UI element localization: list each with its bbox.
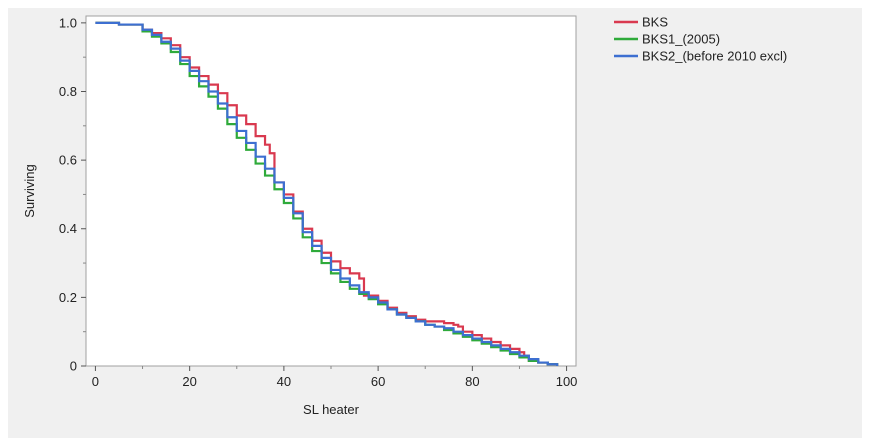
- series-line-2: [95, 21, 559, 366]
- y-tick-label: 0: [70, 359, 77, 374]
- x-tick-label: 20: [182, 374, 196, 389]
- x-tick-label: 40: [277, 374, 291, 389]
- y-tick-label: 1.0: [59, 15, 77, 30]
- x-tick-label: 0: [92, 374, 99, 389]
- y-tick-label: 0.8: [59, 84, 77, 99]
- chart-frame: 0 20 40 60 80 100 0 0.2 0.4 0.6 0.8 1.0 SL heater S…: [8, 8, 862, 438]
- y-tick-label: 0.6: [59, 153, 77, 168]
- survival-chart: 0 20 40 60 80 100 0 0.2 0.4 0.6 0.8 1.0 SL heater S…: [22, 15, 787, 418]
- y-axis-title: Surviving: [22, 164, 37, 217]
- y-tick-label: 0.2: [59, 290, 77, 305]
- x-tick-label: 80: [465, 374, 479, 389]
- legend-label: BKS2_(before 2010 excl): [642, 49, 787, 64]
- axis-layer: 0 20 40 60 80 100 0 0.2 0.4 0.6 0.8 1.0: [59, 15, 578, 389]
- x-axis-title: SL heater: [303, 402, 360, 417]
- x-tick-label: 100: [556, 374, 578, 389]
- series-layer: [95, 21, 559, 366]
- legend-label: BKS: [642, 15, 668, 30]
- y-tick-label: 0.4: [59, 221, 77, 236]
- plot-area: [85, 15, 577, 367]
- x-tick-label: 60: [371, 374, 385, 389]
- legend: BKS BKS1_(2005) BKS2_(before 2010 excl): [614, 15, 787, 64]
- legend-label: BKS1_(2005): [642, 32, 720, 47]
